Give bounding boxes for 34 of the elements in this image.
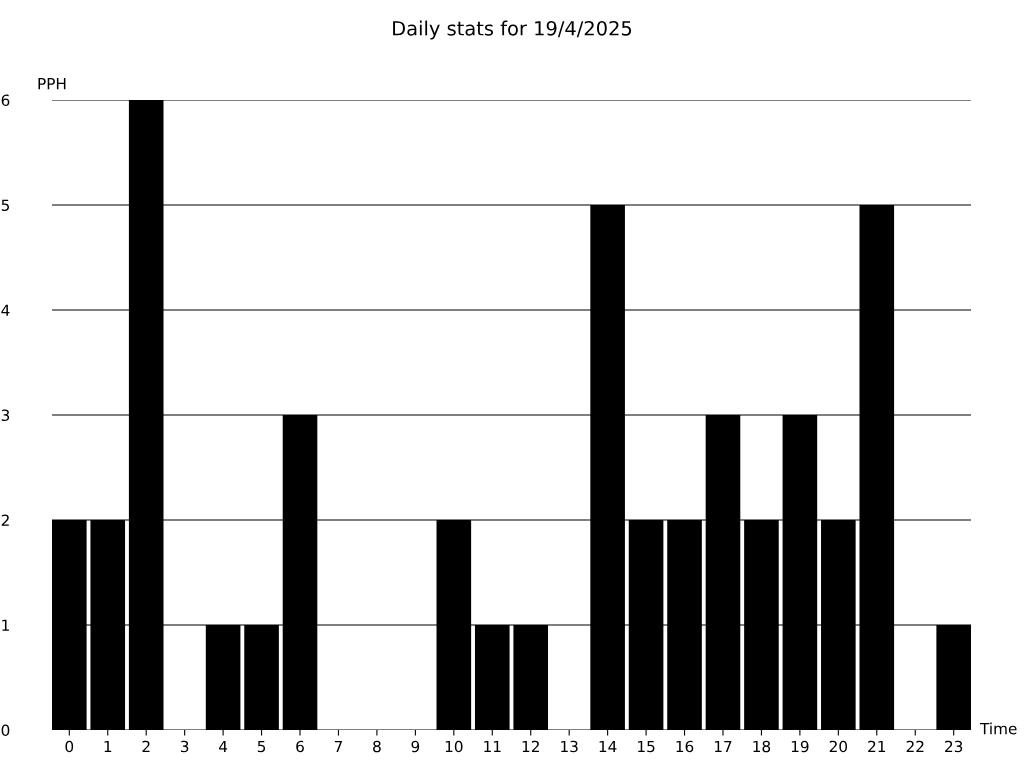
x-tick-label: 13 bbox=[561, 740, 578, 753]
x-tick-label: 22 bbox=[906, 740, 924, 753]
x-tick-label: 17 bbox=[714, 740, 732, 753]
y-tick-label: 4 bbox=[1, 304, 10, 316]
x-tick-label: 19 bbox=[791, 740, 809, 753]
x-tick-label: 14 bbox=[599, 740, 617, 753]
x-tick-label: 9 bbox=[411, 740, 420, 753]
y-tick-label: 2 bbox=[1, 514, 9, 526]
y-tick-label: 5 bbox=[1, 199, 9, 212]
x-tick-label: 5 bbox=[257, 740, 266, 753]
x-tick-label: 21 bbox=[868, 740, 886, 753]
x-tick-label: 18 bbox=[753, 740, 771, 753]
y-tick-label: 6 bbox=[1, 94, 10, 107]
x-tick-label: 12 bbox=[522, 740, 539, 753]
y-tick-label: 1 bbox=[2, 619, 9, 631]
y-axis-title: PPH bbox=[38, 78, 66, 90]
x-tick-label: 1 bbox=[104, 740, 112, 753]
x-tick-label: 3 bbox=[180, 740, 189, 753]
x-tick-label: 20 bbox=[829, 740, 848, 753]
y-tick-label: 0 bbox=[1, 724, 10, 737]
y-tick-label: 3 bbox=[1, 409, 10, 422]
x-tick-label: 4 bbox=[219, 740, 228, 753]
x-tick-label: 7 bbox=[334, 740, 343, 753]
x-tick-label: 10 bbox=[445, 740, 463, 753]
x-tick-label: 0 bbox=[65, 740, 74, 753]
x-tick-label: 6 bbox=[296, 740, 304, 753]
x-tick-label: 11 bbox=[484, 740, 501, 753]
x-tick-label: 8 bbox=[373, 740, 381, 753]
x-tick-label: 16 bbox=[676, 740, 694, 753]
x-tick-label: 15 bbox=[638, 740, 655, 753]
x-axis-title: Time bbox=[979, 722, 1017, 735]
x-tick-label: 23 bbox=[945, 740, 963, 753]
x-tick-label: 2 bbox=[142, 740, 150, 753]
chart-title: Daily stats for 19/4/2025 bbox=[393, 20, 632, 40]
